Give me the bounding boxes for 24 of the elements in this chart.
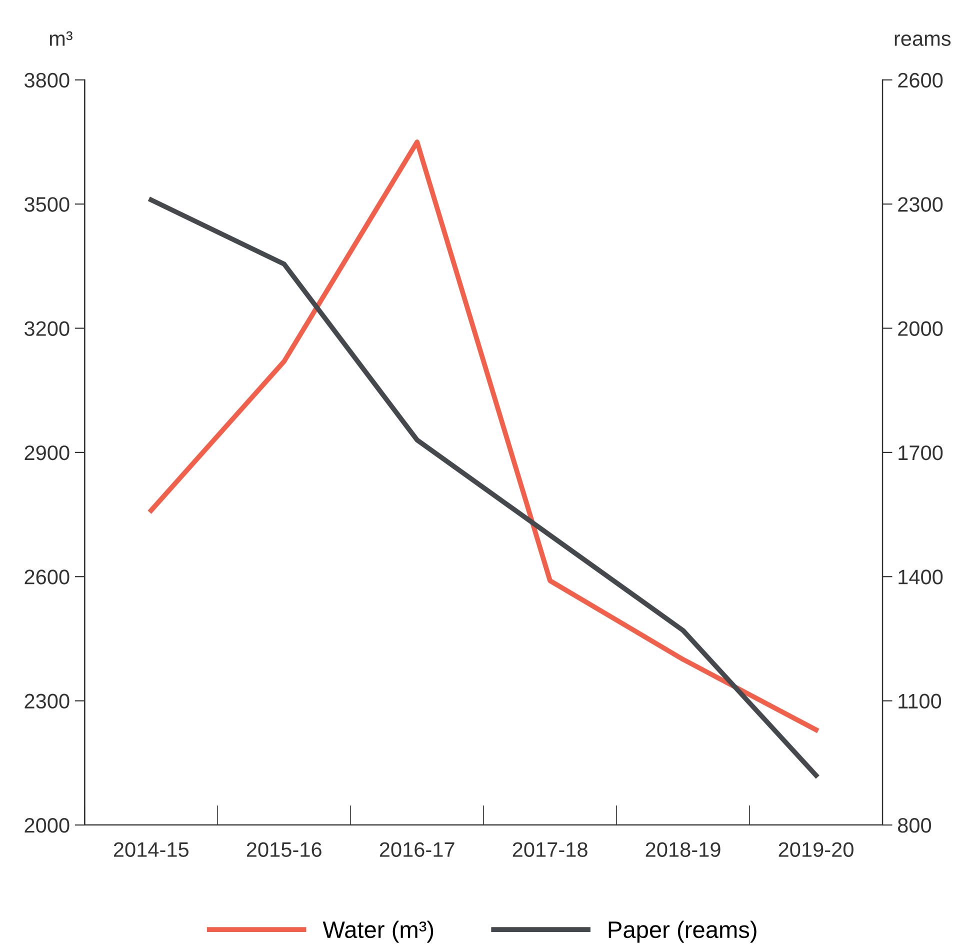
y-tick-label: 2600 bbox=[24, 570, 70, 584]
x-tick-label: 2017-18 bbox=[512, 842, 588, 857]
legend-label: Paper (reams) bbox=[608, 920, 756, 943]
y2-tick-label: 2000 bbox=[898, 321, 943, 336]
legend-label: Water (m³) bbox=[322, 920, 434, 943]
y-tick-label: 3800 bbox=[24, 72, 70, 88]
y-tick-label: 2300 bbox=[24, 694, 70, 709]
y-axis-title: m³ bbox=[50, 31, 72, 46]
x-tick-label: 2019-20 bbox=[778, 842, 854, 857]
x-tick-label: 2016-17 bbox=[380, 842, 454, 857]
x-tick-label: 2015-16 bbox=[246, 842, 322, 857]
y-tick-label: 3500 bbox=[24, 197, 70, 212]
y2-tick-label: 1400 bbox=[898, 570, 943, 584]
y2-tick-label: 1700 bbox=[898, 445, 943, 460]
y-tick-label: 2900 bbox=[24, 445, 70, 460]
y2-tick-label: 1100 bbox=[898, 694, 942, 709]
y2-tick-label: 2300 bbox=[898, 197, 943, 212]
y2-axis-title: reams bbox=[894, 34, 951, 46]
y2-tick-label: 2600 bbox=[898, 72, 943, 88]
y-tick-label: 2000 bbox=[24, 818, 70, 833]
y-tick-label: 3200 bbox=[24, 321, 70, 336]
y2-tick-label: 800 bbox=[898, 818, 932, 833]
x-tick-label: 2018-19 bbox=[646, 842, 720, 857]
x-tick-label: 2014-15 bbox=[114, 842, 188, 857]
